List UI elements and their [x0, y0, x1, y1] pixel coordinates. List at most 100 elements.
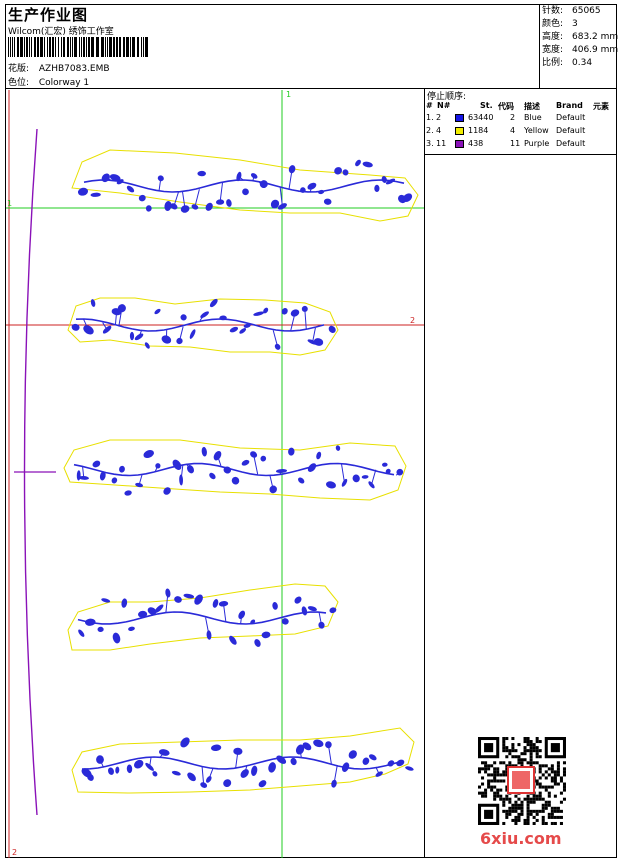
qr-module [505, 812, 509, 816]
guide-label-red-bottom: 2 [12, 848, 17, 857]
stat-value: 3 [572, 19, 578, 29]
leaf-stitch [355, 159, 361, 167]
band-outline [67, 297, 339, 356]
qr-module [496, 767, 500, 771]
qr-module [550, 776, 554, 780]
leaf-stitch [274, 343, 281, 350]
colorway-value: Colorway 1 [38, 78, 90, 88]
band-outline [71, 149, 419, 222]
colorway-row: 色位: Colorway 1 [8, 75, 89, 88]
qr-module [493, 761, 497, 765]
qr-module [535, 737, 539, 741]
seal-stamp-inner [512, 771, 530, 789]
header-element: 元素 [593, 102, 609, 111]
leaf-stitch [85, 618, 96, 626]
qr-module [502, 737, 506, 741]
qr-module [538, 785, 542, 789]
leaf-stitch [77, 187, 89, 196]
qr-module [484, 788, 488, 792]
header-index: # [426, 101, 433, 110]
qr-module [508, 812, 512, 816]
qr-module [532, 821, 536, 825]
barcode-bar [74, 37, 77, 57]
qr-module [538, 782, 542, 786]
leaf-stitch [334, 167, 343, 175]
qr-module [502, 749, 506, 753]
leaf-stem [240, 614, 243, 624]
qr-module [529, 740, 533, 744]
header-description: 描述 [524, 102, 540, 111]
leaf-stitch [352, 474, 360, 483]
qr-module [541, 803, 545, 807]
barcode-bar [61, 37, 62, 57]
qr-module [535, 818, 539, 822]
qr-module [544, 785, 548, 789]
barcode-bar [132, 37, 135, 57]
qr-module [505, 737, 509, 741]
leaf-stem [290, 312, 296, 331]
leaf-stitch [258, 780, 267, 788]
qr-module [526, 818, 530, 822]
row-index: 2. [426, 126, 434, 135]
leaf-stitch [251, 765, 258, 776]
qr-module [517, 803, 521, 807]
leaf-stem [173, 191, 179, 207]
leaf-stitch [313, 739, 324, 748]
color-swatch [455, 127, 464, 135]
qr-module [538, 767, 542, 771]
qr-module [517, 758, 521, 762]
leaf-stem [82, 466, 85, 478]
qr-module [544, 770, 548, 774]
qr-module [493, 797, 497, 801]
barcode-bar [126, 37, 129, 57]
qr-module [484, 764, 488, 768]
qr-module [550, 809, 554, 813]
leaf-stitch [174, 596, 182, 603]
leaf-stitch [87, 773, 94, 781]
barcode-bar [137, 37, 139, 57]
qr-module [520, 806, 524, 810]
qr-module [484, 761, 488, 765]
qr-module [523, 797, 527, 801]
qr-module [478, 770, 482, 774]
qr-module [559, 815, 563, 819]
qr-module [562, 773, 566, 777]
barcode-bar [34, 37, 36, 57]
qr-module [535, 779, 539, 783]
qr-module [550, 770, 554, 774]
qr-module [535, 746, 539, 750]
embroidery-band [71, 149, 419, 222]
qr-module [547, 800, 551, 804]
qr-module [547, 803, 551, 807]
barcode-bar [55, 37, 56, 57]
qr-module [502, 800, 506, 804]
leaf-stitch [209, 298, 218, 308]
qr-module [514, 803, 518, 807]
qr-module [538, 755, 542, 759]
row-index: 3. [426, 139, 434, 148]
leaf-stem [238, 176, 244, 181]
qr-module [541, 773, 545, 777]
leaf-stem [299, 749, 302, 758]
qr-module [559, 821, 563, 825]
qr-module [550, 815, 554, 819]
qr-module [520, 800, 524, 804]
leaf-stem [138, 474, 143, 486]
qr-module [559, 779, 563, 783]
qr-module [502, 809, 506, 813]
leaf-stitch [396, 759, 405, 767]
qr-module [550, 821, 554, 825]
qr-module [511, 764, 515, 768]
leaf-stitch [101, 173, 110, 183]
barcode-bar [83, 37, 85, 57]
barcode-bar [47, 37, 48, 57]
qr-module [505, 755, 509, 759]
qr-module [520, 761, 524, 765]
leaf-stitch [90, 192, 101, 197]
barcode-bar [113, 37, 115, 57]
qr-module [508, 806, 512, 810]
qr-module [538, 794, 542, 798]
qr-module [484, 767, 488, 771]
qr-module [529, 755, 533, 759]
